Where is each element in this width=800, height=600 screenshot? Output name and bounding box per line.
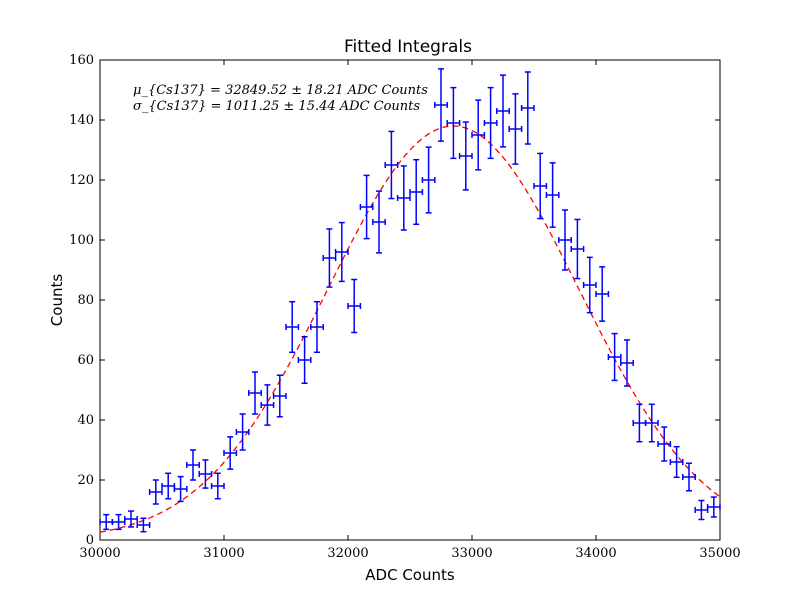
x-tick-label: 32000 (327, 546, 368, 561)
data-point (384, 130, 399, 200)
data-point (285, 300, 300, 354)
x-tick-label: 31000 (203, 546, 244, 561)
data-point (173, 475, 188, 503)
x-tick-label: 35000 (699, 546, 740, 561)
data-point (595, 266, 610, 322)
data-point (124, 510, 138, 528)
y-tick-label: 20 (77, 473, 94, 488)
x-axis-label: ADC Counts (365, 566, 455, 584)
annotation-sigma: σ_{Cs137} = 1011.25 ± 15.44 ADC Counts (133, 99, 420, 114)
data-point (421, 146, 436, 214)
data-point (520, 71, 535, 145)
data-point (161, 472, 176, 500)
data-point (434, 68, 448, 142)
data-point (545, 162, 560, 228)
data-point (558, 209, 572, 271)
y-tick-label: 80 (77, 293, 94, 308)
y-tick-label: 0 (86, 533, 94, 548)
x-tick-label: 34000 (575, 546, 616, 561)
data-point (372, 190, 386, 254)
data-point (223, 436, 238, 470)
data-point (210, 472, 225, 500)
y-tick-label: 40 (77, 413, 94, 428)
data-point (533, 152, 548, 220)
data-point (272, 374, 287, 418)
x-tick-label: 30000 (79, 546, 120, 561)
y-tick-label: 160 (69, 53, 94, 68)
data-point (111, 513, 126, 531)
data-point (570, 218, 585, 280)
data-point (99, 513, 114, 531)
data-point (359, 174, 374, 240)
data-point (582, 256, 597, 314)
data-point (148, 479, 163, 505)
data-point (620, 339, 634, 387)
chart-title: Fitted Integrals (344, 37, 472, 57)
data-point (260, 384, 275, 426)
data-point (508, 93, 523, 165)
data-point (409, 158, 424, 226)
data-point (458, 121, 473, 191)
data-point (446, 86, 461, 160)
y-axis-label: Counts (48, 274, 66, 327)
data-point (186, 449, 200, 481)
data-point (607, 332, 622, 382)
y-tick-label: 120 (69, 173, 94, 188)
y-tick-label: 60 (77, 353, 94, 368)
data-point (198, 459, 213, 489)
data-point (682, 462, 696, 492)
fit-curve (99, 125, 721, 533)
data-point (483, 86, 498, 160)
fit-layer (99, 125, 721, 533)
data-point (669, 445, 684, 479)
data-point (644, 403, 659, 443)
data-point (396, 165, 411, 231)
data-point (347, 278, 362, 334)
y-tick-label: 100 (69, 233, 94, 248)
data-points (99, 68, 721, 533)
annotation-mean: μ_{Cs137} = 32849.52 ± 18.21 ADC Counts (133, 83, 428, 98)
data-point (310, 300, 324, 354)
data-point (322, 228, 337, 288)
x-tick-label: 33000 (451, 546, 492, 561)
data-point (297, 336, 312, 384)
data-point (657, 426, 672, 462)
y-tick-label: 140 (69, 113, 94, 128)
axis-ticks: 30000 31000 32000 33000 34000 35000 0 20 40 60 80 1… (69, 53, 741, 561)
data-point (706, 496, 721, 518)
data-point (471, 99, 486, 171)
data-point (694, 499, 709, 521)
data-point (496, 74, 510, 148)
data-point (235, 413, 250, 451)
data-point (334, 221, 349, 283)
data-point (136, 517, 151, 533)
data-point (248, 371, 262, 415)
